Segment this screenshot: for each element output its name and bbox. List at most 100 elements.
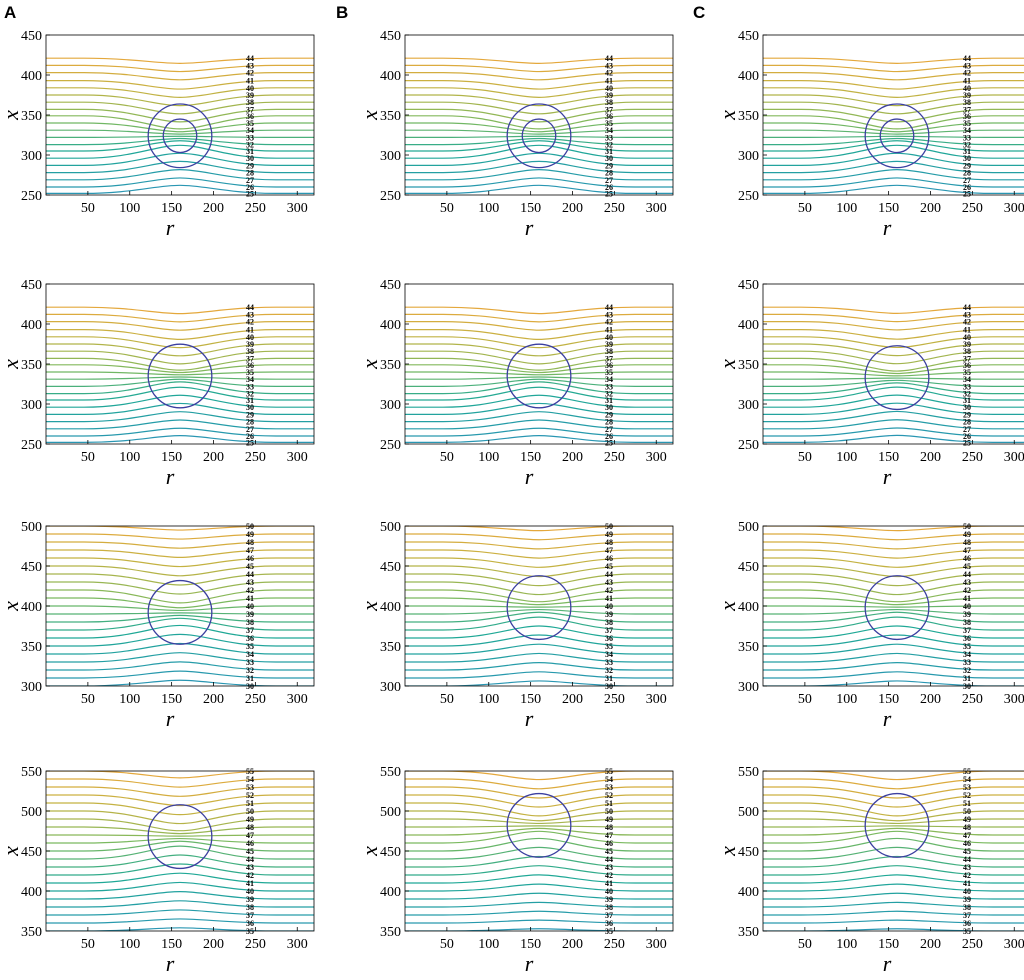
column-label-b: B	[336, 3, 348, 22]
contour-level-label: 53	[246, 783, 254, 792]
contour-level-label: 34	[963, 126, 971, 135]
x-tick-label: 200	[920, 692, 941, 707]
contour-level-label: 36	[963, 919, 971, 928]
x-tick-label: 300	[1004, 450, 1024, 465]
contour-line-40	[405, 87, 673, 98]
y-tick-label: 400	[738, 69, 759, 84]
contour-level-label: 41	[246, 594, 254, 603]
contour-line-34	[46, 642, 314, 655]
y-tick-label: 350	[738, 109, 759, 124]
bubble-interface	[864, 345, 930, 411]
contour-line-40	[763, 336, 1024, 349]
contour-level-label: 31	[963, 396, 971, 405]
contour-level-label: 36	[246, 634, 254, 643]
y-tick-label: 350	[21, 358, 42, 373]
contour-level-label: 55	[605, 767, 613, 776]
contour-level-label: 29	[246, 410, 254, 419]
contour-line-43	[46, 64, 314, 73]
contour-line-34	[46, 376, 314, 380]
axes-ticks: 50 100 150 200 250 300 250 300 350 400 450	[738, 278, 1024, 465]
contour-line-33	[763, 135, 1024, 138]
contour-line-38	[763, 901, 1024, 908]
contour-level-label: 47	[246, 546, 254, 555]
contour-line-25	[405, 184, 673, 194]
x-tick-label: 100	[478, 450, 499, 465]
contour-line-29	[763, 402, 1024, 415]
contour-level-label: 30	[605, 403, 613, 412]
contour-line-55	[405, 771, 673, 781]
y-tick-label: 400	[380, 69, 401, 84]
contour-level-label: 34	[246, 650, 254, 659]
contour-level-label: 37	[605, 354, 613, 363]
contour-line-38	[46, 614, 314, 623]
contour-level-label: 46	[246, 839, 254, 848]
contour-line-46	[763, 557, 1024, 568]
contour-level-label: 25	[246, 189, 254, 198]
x-tick-label: 300	[646, 450, 667, 465]
contour-line-51	[405, 802, 673, 817]
y-axis-label: x	[357, 601, 382, 612]
contour-level-label: 37	[605, 626, 613, 635]
contour-line-36	[763, 919, 1024, 924]
contour-line-27	[405, 169, 673, 181]
y-tick-label: 400	[21, 885, 42, 900]
contour-level-label: 28	[246, 169, 254, 178]
contour-lines	[405, 57, 673, 194]
y-tick-label: 500	[380, 520, 401, 535]
x-tick-label: 50	[798, 692, 812, 707]
panel-c1: 2526272829303132333435363738394041424344…	[715, 29, 1024, 240]
x-tick-label: 200	[920, 937, 941, 952]
contour-line-39	[46, 94, 314, 107]
contour-level-label: 37	[246, 354, 254, 363]
y-tick-label: 450	[21, 560, 42, 575]
contour-level-label: 29	[963, 410, 971, 419]
contour-level-label: 46	[605, 554, 613, 563]
contour-line-45	[46, 840, 314, 852]
contour-level-label: 35	[605, 119, 613, 128]
contour-level-label: 39	[963, 91, 971, 100]
contour-line-47	[46, 549, 314, 558]
contour-level-label: 43	[246, 310, 254, 319]
contour-line-47	[46, 834, 314, 837]
y-axis-label: x	[715, 846, 740, 857]
contour-line-50	[46, 526, 314, 531]
contour-line-27	[763, 419, 1024, 430]
axes-ticks: 50 100 150 200 250 300 350 400 450 500 550	[21, 765, 308, 952]
contour-level-label: 42	[605, 871, 613, 880]
contour-level-label: 25	[605, 189, 613, 198]
contour-line-41	[405, 874, 673, 884]
contour-line-52	[763, 794, 1024, 808]
contour-line-50	[405, 526, 673, 532]
contour-line-39	[405, 343, 673, 357]
contour-level-label: 37	[246, 911, 254, 920]
panel-b2: 2526272829303132333435363738394041424344…	[357, 278, 674, 489]
contour-level-label: 55	[963, 767, 971, 776]
contour-line-46	[46, 557, 314, 568]
x-tick-label: 300	[1004, 937, 1024, 952]
contour-line-38	[46, 101, 314, 115]
contour-line-46	[405, 830, 673, 844]
x-tick-label: 200	[562, 937, 583, 952]
contour-level-label: 39	[246, 895, 254, 904]
contour-line-42	[763, 589, 1024, 603]
x-axis-label: r	[166, 951, 175, 976]
contour-level-label: 39	[246, 340, 254, 349]
x-axis-label: r	[883, 215, 892, 240]
axes-frame	[762, 34, 1024, 196]
contour-line-52	[46, 794, 314, 807]
contour-line-49	[405, 533, 673, 541]
contour-level-label: 35	[963, 368, 971, 377]
contour-level-label: 39	[963, 340, 971, 349]
contour-level-label: 32	[246, 141, 254, 150]
x-axis-label: r	[525, 706, 534, 731]
panel-c4: 3536373839404142434445464748495051525354…	[715, 765, 1024, 976]
contour-line-33	[46, 378, 314, 387]
y-tick-label: 400	[738, 318, 759, 333]
contour-level-label: 44	[246, 570, 254, 579]
contour-level-label: 34	[963, 650, 971, 659]
contour-level-label: 35	[963, 927, 971, 936]
y-tick-label: 300	[21, 398, 42, 413]
contour-level-label: 41	[963, 594, 971, 603]
contour-lines	[763, 526, 1024, 686]
